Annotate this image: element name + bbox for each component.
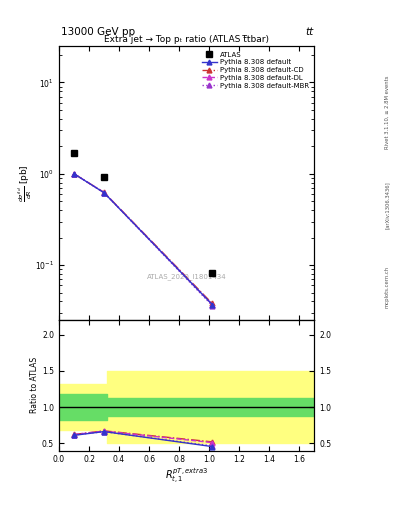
Text: tt: tt bbox=[305, 27, 314, 37]
Pythia 8.308 default-CD bbox=[210, 301, 215, 307]
Legend: ATLAS, Pythia 8.308 default, Pythia 8.308 default-CD, Pythia 8.308 default-DL, P: ATLAS, Pythia 8.308 default, Pythia 8.30… bbox=[200, 50, 311, 91]
Pythia 8.308 default-MBR bbox=[72, 170, 76, 177]
Pythia 8.308 default bbox=[102, 189, 107, 196]
Text: 13000 GeV pp: 13000 GeV pp bbox=[61, 27, 135, 37]
Text: [arXiv:1306.3436]: [arXiv:1306.3436] bbox=[385, 181, 389, 229]
Pythia 8.308 default-MBR bbox=[102, 189, 107, 196]
Text: mcplots.cern.ch: mcplots.cern.ch bbox=[385, 266, 389, 308]
Pythia 8.308 default bbox=[72, 170, 76, 177]
Pythia 8.308 default-MBR bbox=[210, 303, 215, 309]
Pythia 8.308 default bbox=[210, 302, 215, 308]
ATLAS bbox=[102, 174, 107, 180]
ATLAS bbox=[72, 150, 76, 156]
Title: Extra jet → Top pₜ ratio (ATLAS t̅tbar): Extra jet → Top pₜ ratio (ATLAS t̅tbar) bbox=[104, 35, 269, 44]
Text: Rivet 3.1.10, ≥ 2.8M events: Rivet 3.1.10, ≥ 2.8M events bbox=[385, 76, 389, 150]
Y-axis label: Ratio to ATLAS: Ratio to ATLAS bbox=[30, 357, 39, 413]
Line: Pythia 8.308 default-CD: Pythia 8.308 default-CD bbox=[72, 172, 215, 306]
Y-axis label: $\frac{d\sigma^{fid}}{dR}$ [pb]: $\frac{d\sigma^{fid}}{dR}$ [pb] bbox=[16, 164, 33, 202]
Line: ATLAS: ATLAS bbox=[71, 150, 215, 276]
Line: Pythia 8.308 default: Pythia 8.308 default bbox=[72, 172, 215, 307]
Line: Pythia 8.308 default-DL: Pythia 8.308 default-DL bbox=[72, 172, 215, 307]
ATLAS bbox=[210, 270, 215, 276]
Pythia 8.308 default-DL bbox=[102, 189, 107, 196]
Pythia 8.308 default-DL bbox=[72, 170, 76, 177]
Pythia 8.308 default-CD bbox=[72, 170, 76, 177]
Line: Pythia 8.308 default-MBR: Pythia 8.308 default-MBR bbox=[72, 172, 215, 308]
Text: ATLAS_2020_I1801434: ATLAS_2020_I1801434 bbox=[147, 273, 226, 280]
Pythia 8.308 default-CD bbox=[102, 189, 107, 196]
X-axis label: $R_{t,1}^{pT,extra3}$: $R_{t,1}^{pT,extra3}$ bbox=[165, 467, 208, 486]
Pythia 8.308 default-DL bbox=[210, 302, 215, 308]
